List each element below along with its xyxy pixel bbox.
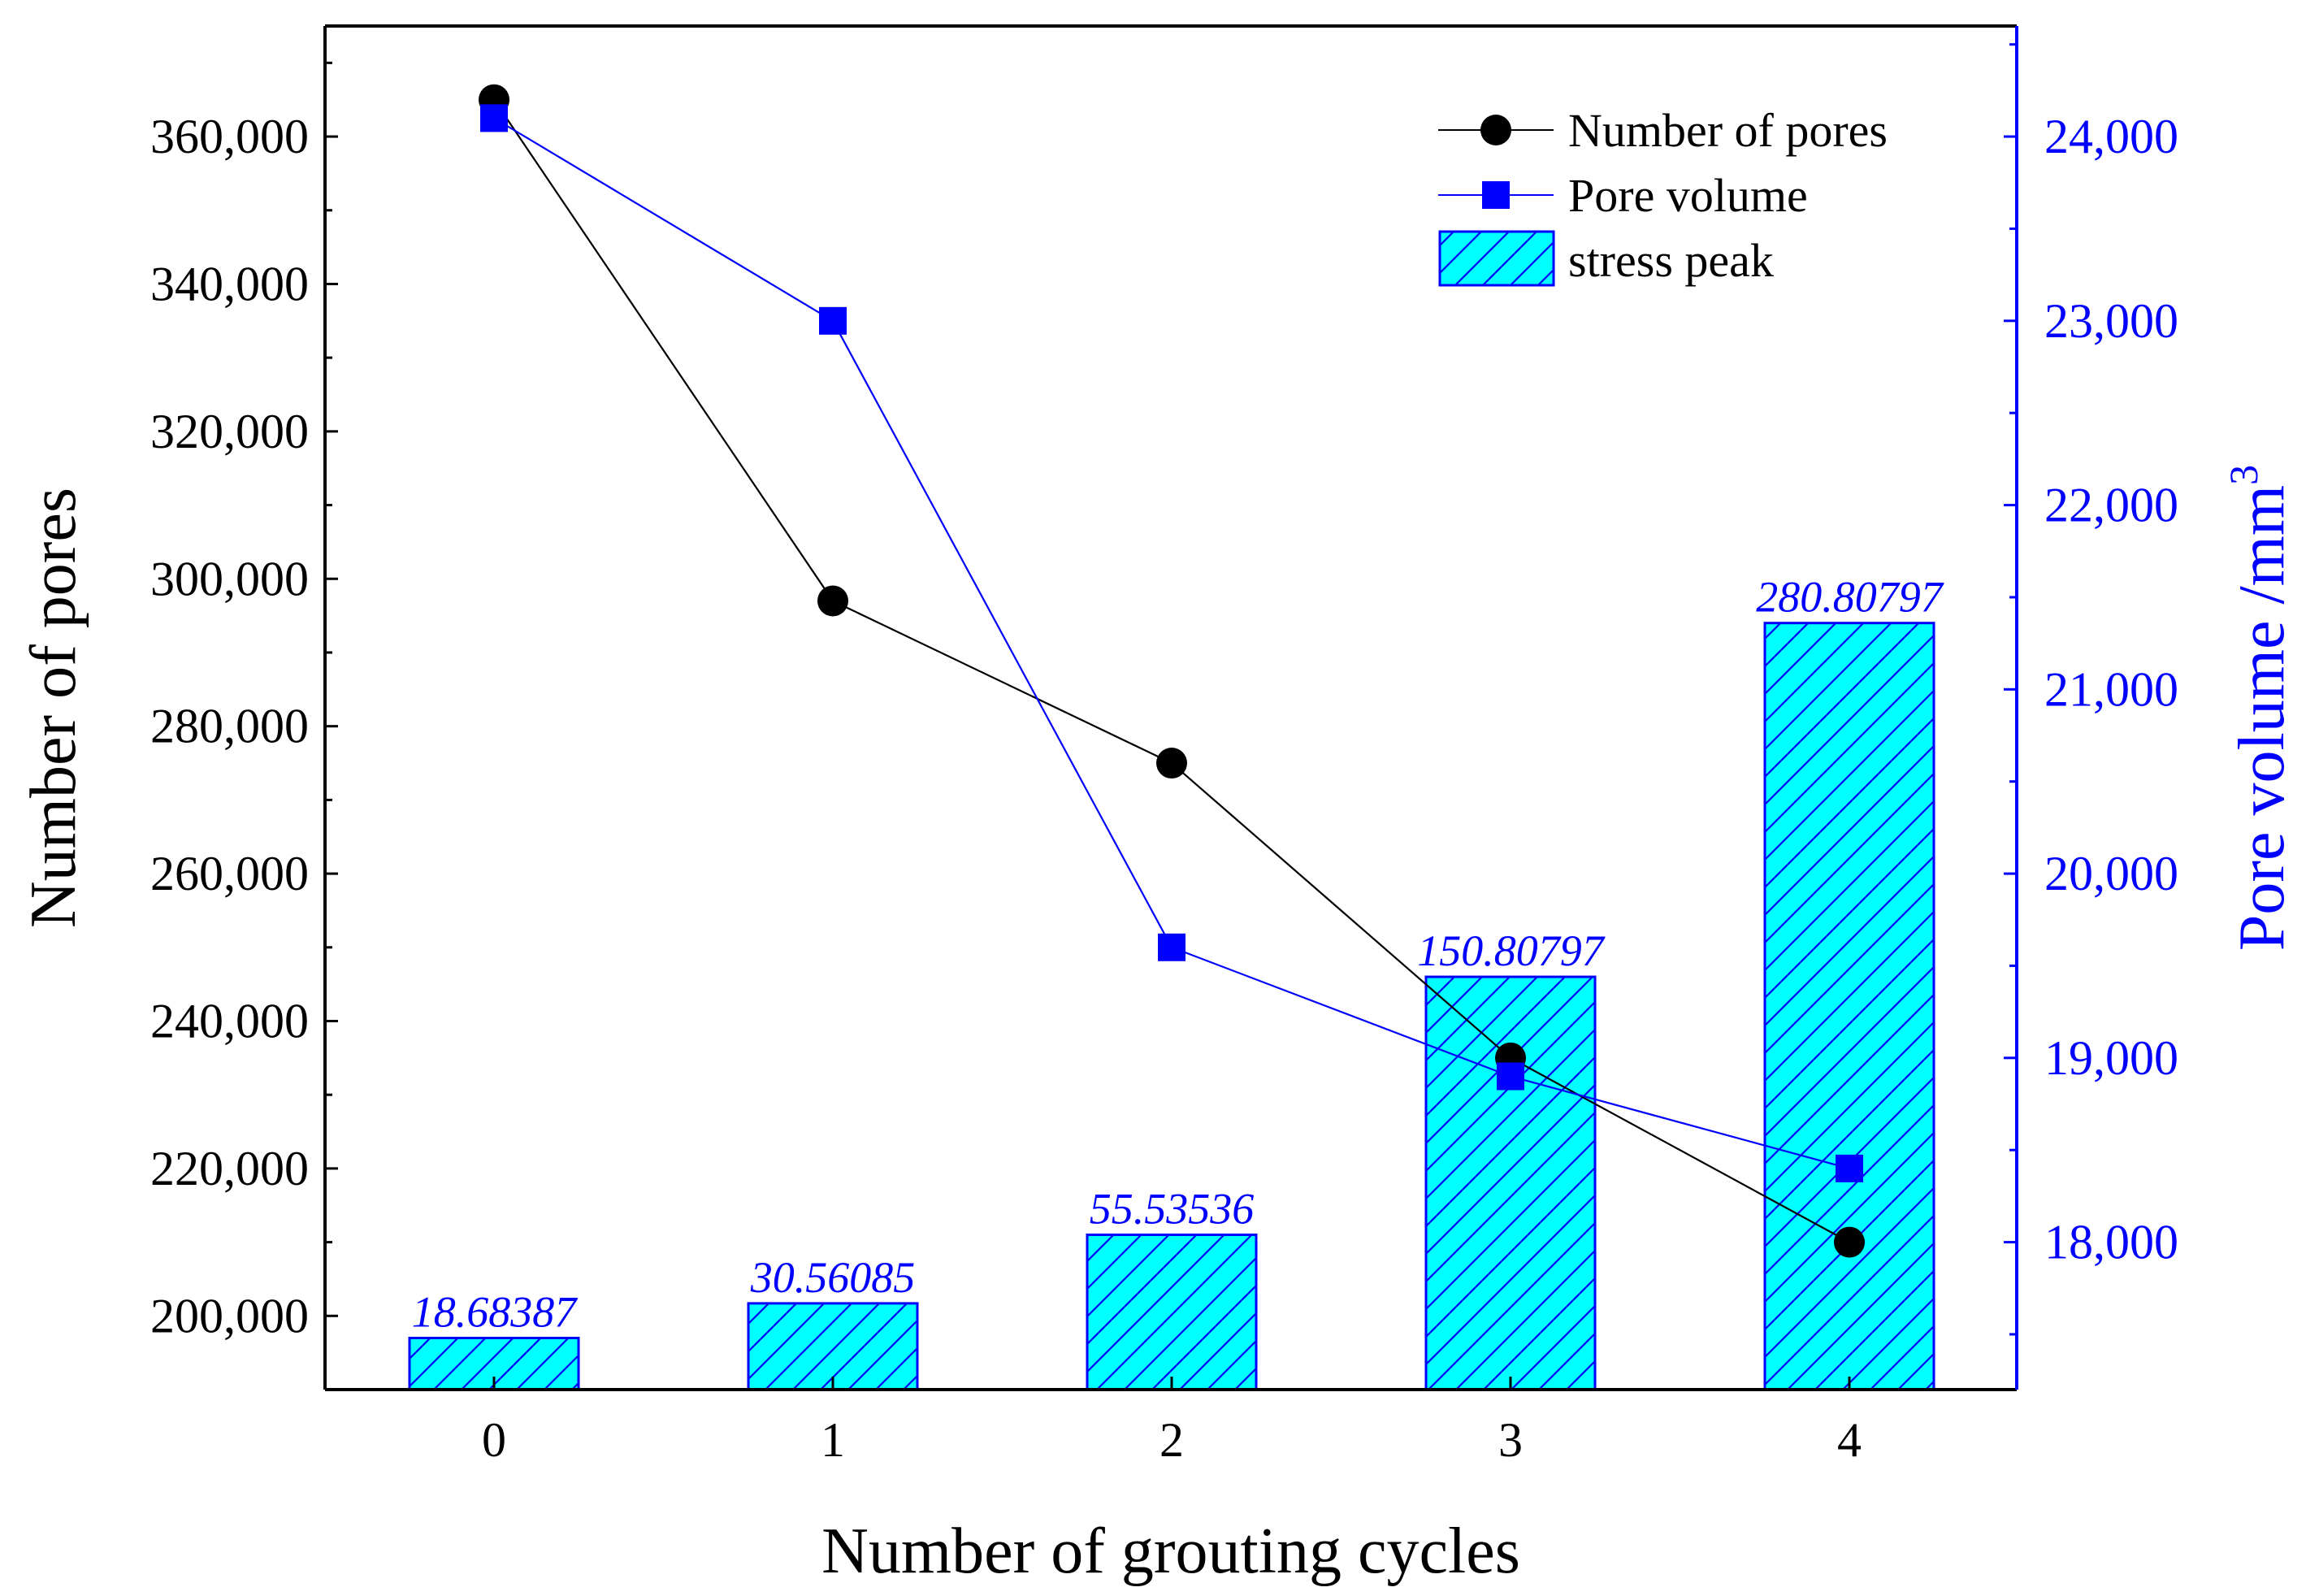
legend: Number of pores Pore volume stress peak (1438, 104, 1888, 287)
point-pore-volume-0 (480, 104, 508, 132)
y-right-tick-label-3: 21,000 (2044, 662, 2178, 716)
y-left-tick-label-2: 240,000 (150, 994, 309, 1047)
lines-layer (479, 84, 1865, 1258)
y-right-axis-title: Pore volume /mm3 (2221, 465, 2298, 951)
y-right-tick-label-0: 18,000 (2044, 1216, 2178, 1269)
x-axis-title: Number of grouting cycles (821, 1516, 1520, 1587)
point-pore-volume-3 (1497, 1062, 1524, 1091)
y-left-tick-label-8: 360,000 (150, 110, 309, 163)
bar-label-4: 280.80797 (1756, 573, 1944, 622)
x-tick-label-2: 2 (1160, 1413, 1184, 1467)
y-right-tick-label-4: 22,000 (2044, 479, 2178, 532)
legend-pores-label: Number of pores (1568, 104, 1888, 157)
y-right-axis-title-main: Pore volume /mm (2226, 485, 2298, 951)
x-tick-label-4: 4 (1837, 1413, 1862, 1467)
legend-pores-marker (1480, 115, 1511, 145)
legend-volume-label: Pore volume (1568, 169, 1808, 222)
y-left-tick-label-0: 200,000 (150, 1289, 309, 1342)
legend-stress-label: stress peak (1568, 234, 1774, 287)
bar-label-2: 55.53536 (1090, 1185, 1255, 1234)
bar-stress-peak-1 (747, 1302, 919, 1391)
y-right-tick-label-5: 23,000 (2044, 294, 2178, 348)
y-right-tick-label-2: 20,000 (2044, 847, 2178, 900)
bar-label-3: 150.80797 (1417, 926, 1606, 975)
y-left-tick-label-4: 280,000 (150, 700, 309, 753)
bar-label-0: 18.68387 (412, 1288, 579, 1337)
y-right-tick-label-6: 24,000 (2044, 110, 2178, 163)
x-tick-label-3: 3 (1498, 1413, 1523, 1467)
y-left-tick-label-3: 260,000 (150, 847, 309, 900)
bar-stress-peak-3 (1424, 975, 1597, 1391)
point-number-of-pores-2 (1156, 748, 1187, 779)
legend-stress-swatch (1438, 230, 1555, 287)
axes-layer: 200,000220,000240,000260,000280,000300,0… (150, 43, 2178, 1467)
y-left-tick-label-7: 340,000 (150, 257, 309, 310)
y-left-tick-label-5: 300,000 (150, 552, 309, 605)
y-left-axis-title: Number of pores (18, 488, 89, 928)
point-pore-volume-4 (1836, 1154, 1863, 1182)
point-number-of-pores-1 (817, 585, 848, 617)
point-number-of-pores-4 (1834, 1226, 1865, 1258)
legend-volume-marker (1482, 181, 1510, 209)
y-right-tick-label-1: 19,000 (2044, 1031, 2178, 1085)
bar-stress-peak-2 (1086, 1234, 1258, 1391)
point-pore-volume-1 (819, 306, 847, 335)
x-tick-label-1: 1 (821, 1413, 845, 1467)
y-left-tick-label-1: 220,000 (150, 1142, 309, 1195)
y-left-tick-label-6: 320,000 (150, 405, 309, 458)
y-right-axis-title-sup: 3 (2221, 465, 2266, 485)
bar-stress-peak-4 (1763, 622, 1935, 1391)
point-pore-volume-2 (1158, 933, 1186, 961)
bars-layer: 18.68387 30.56085 55.53536 150.80797 280.807… (408, 573, 1944, 1391)
x-tick-label-0: 0 (482, 1413, 506, 1467)
bar-label-1: 30.56085 (750, 1253, 916, 1302)
